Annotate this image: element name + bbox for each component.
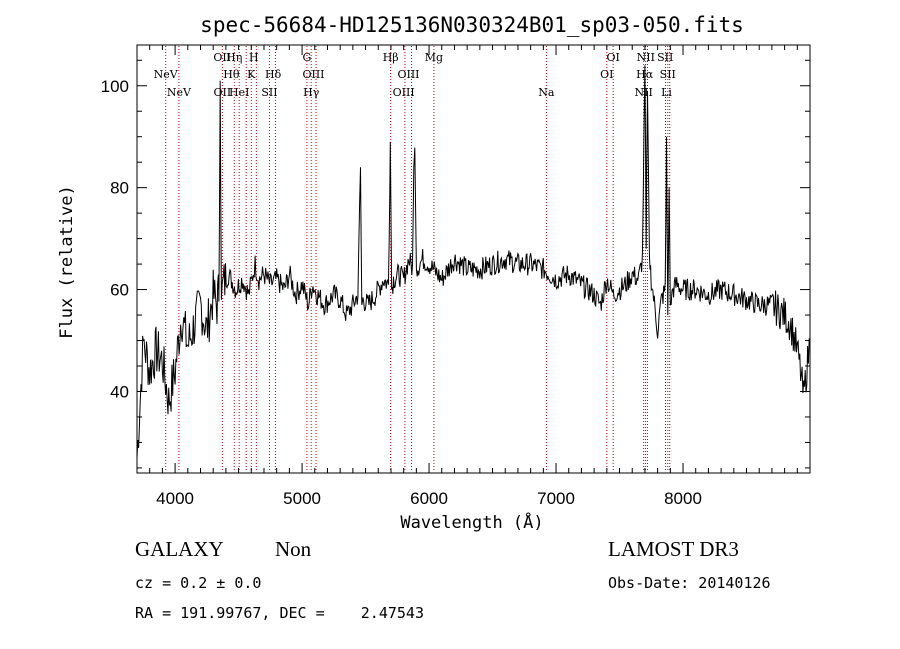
spectrum-line — [136, 65, 811, 459]
spectral-line-markers — [165, 46, 671, 472]
spectral-line-label: SII — [657, 51, 673, 64]
spectral-line-label: OII — [213, 51, 231, 64]
spectral-line-label: OIII — [397, 68, 419, 81]
y-tick-label: 60 — [110, 281, 129, 300]
y-tick-label: 40 — [110, 382, 129, 401]
spectral-line-label: HeI — [229, 86, 249, 99]
spectral-line-label: Mg — [425, 51, 443, 64]
y-axis-ticks: 40 60 80 100 — [101, 59, 810, 469]
spectral-line-label: OIII — [393, 86, 415, 99]
spectral-line-label: OII — [213, 86, 231, 99]
x-tick-label: 6000 — [410, 489, 448, 508]
spectral-line-label: H — [249, 51, 259, 64]
object-subclass: Non — [275, 537, 312, 561]
y-tick-label: 100 — [101, 77, 129, 96]
spectral-line-label: Hθ — [223, 68, 240, 81]
sky-coordinates: RA = 191.99767, DEC = 2.47543 — [135, 604, 424, 622]
spectral-line-label: NeV — [154, 68, 179, 81]
chart-title: spec-56684-HD125136N030324B01_sp03-050.f… — [200, 13, 744, 37]
spectral-line-label: NeV — [167, 86, 192, 99]
y-axis-label: Flux (relative) — [57, 185, 77, 339]
x-tick-label: 5000 — [283, 489, 321, 508]
spectral-line-label: Na — [538, 86, 555, 99]
spectral-line-label: NII — [634, 86, 652, 99]
x-axis-label: Wavelength (Å) — [400, 511, 543, 533]
spectral-line-label: Li — [661, 86, 672, 99]
x-axis-ticks: 4000 5000 6000 7000 8000 — [149, 45, 798, 508]
x-tick-label: 8000 — [664, 489, 702, 508]
spectral-line-label: SII — [261, 86, 277, 99]
redshift-value: cz = 0.2 ± 0.0 — [135, 574, 262, 592]
plot-frame — [136, 44, 811, 474]
spectral-line-label: Hβ — [383, 51, 399, 64]
observation-date: Obs-Date: 20140126 — [608, 574, 771, 592]
spectral-line-label: SII — [660, 68, 676, 81]
spectral-line-label: OI — [600, 68, 613, 81]
spectral-line-label: OI — [606, 51, 619, 64]
object-class: GALAXY — [135, 537, 224, 561]
spectral-line-label: K — [247, 68, 256, 81]
x-tick-label: 4000 — [156, 489, 194, 508]
survey-name: LAMOST DR3 — [608, 537, 739, 561]
spectral-line-label: OIII — [302, 68, 324, 81]
spectral-line-label: Hγ — [303, 86, 320, 99]
spectral-line-label: Hη — [226, 51, 242, 64]
spectral-line-label: Hδ — [265, 68, 282, 81]
x-tick-label: 7000 — [537, 489, 575, 508]
y-tick-label: 80 — [110, 179, 129, 198]
spectral-line-label: NII — [637, 51, 655, 64]
spectral-line-label: G — [303, 51, 312, 64]
